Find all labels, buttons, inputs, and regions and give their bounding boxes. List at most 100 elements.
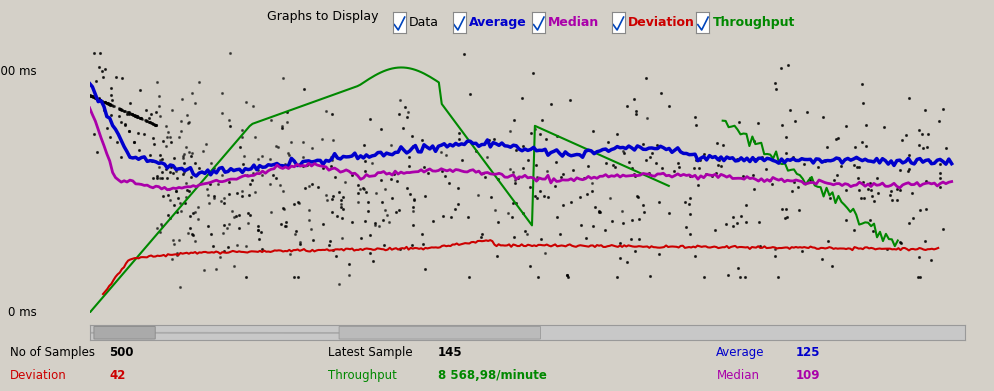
Point: [175, 152, 191, 159]
Point: [100, 101, 116, 107]
Point: [231, 225, 247, 231]
Point: [249, 167, 265, 173]
Text: 42: 42: [109, 369, 125, 382]
Text: 500: 500: [109, 346, 134, 359]
Point: [245, 102, 260, 109]
Point: [391, 111, 407, 117]
Point: [127, 113, 143, 119]
Point: [615, 150, 631, 156]
Point: [328, 213, 344, 219]
Point: [278, 119, 294, 126]
Point: [83, 92, 98, 99]
Point: [213, 197, 229, 204]
Point: [191, 165, 207, 171]
Point: [147, 122, 163, 128]
Point: [704, 173, 720, 179]
Point: [769, 273, 785, 280]
Point: [889, 187, 905, 193]
Point: [129, 114, 145, 120]
Point: [837, 217, 853, 223]
Point: [187, 209, 203, 215]
Point: [507, 147, 523, 153]
Point: [214, 172, 230, 178]
Point: [350, 199, 366, 205]
Point: [232, 144, 248, 150]
Point: [580, 163, 595, 169]
Point: [449, 201, 465, 207]
Point: [352, 185, 368, 192]
Text: 125: 125: [795, 346, 820, 359]
Point: [221, 117, 237, 123]
Point: [101, 101, 117, 108]
Point: [391, 207, 407, 213]
Point: [91, 94, 107, 100]
Point: [717, 221, 733, 227]
Point: [406, 197, 421, 204]
Point: [267, 143, 283, 149]
Point: [155, 193, 171, 199]
Point: [522, 183, 538, 190]
Point: [350, 190, 366, 196]
Point: [379, 212, 395, 218]
Point: [904, 215, 919, 221]
Point: [97, 66, 113, 72]
Point: [357, 158, 373, 164]
Point: [222, 123, 238, 129]
Point: [389, 178, 405, 184]
Point: [335, 194, 351, 201]
Point: [606, 164, 622, 170]
Point: [681, 172, 697, 179]
Point: [132, 115, 148, 121]
Point: [152, 175, 168, 181]
Point: [332, 197, 348, 203]
Point: [165, 170, 181, 177]
Point: [190, 216, 206, 222]
Point: [563, 199, 579, 205]
Point: [147, 122, 163, 128]
Point: [172, 283, 188, 290]
Point: [177, 200, 193, 206]
Point: [527, 126, 543, 133]
Point: [162, 215, 178, 221]
Point: [116, 108, 132, 114]
Point: [134, 116, 150, 122]
Point: [364, 160, 380, 166]
Point: [460, 273, 476, 280]
Point: [270, 144, 286, 150]
Point: [892, 187, 908, 193]
Point: [643, 149, 659, 156]
Point: [271, 182, 287, 188]
Point: [388, 209, 404, 215]
Point: [116, 108, 132, 114]
Point: [324, 247, 340, 253]
Point: [641, 154, 657, 160]
Point: [515, 143, 531, 150]
Point: [502, 128, 518, 134]
Point: [766, 253, 782, 259]
Point: [103, 92, 119, 98]
Point: [301, 183, 317, 189]
Point: [761, 177, 777, 183]
Point: [201, 199, 217, 206]
Point: [169, 252, 185, 258]
Point: [730, 265, 746, 271]
Point: [148, 122, 164, 128]
Point: [101, 101, 117, 107]
Point: [114, 107, 130, 113]
Text: Throughput: Throughput: [328, 369, 397, 382]
Point: [652, 90, 668, 96]
Point: [298, 162, 314, 168]
Point: [88, 95, 104, 101]
Point: [129, 113, 145, 120]
Point: [89, 149, 105, 156]
Point: [82, 92, 97, 99]
Point: [99, 124, 115, 131]
Point: [166, 202, 182, 208]
Point: [900, 95, 915, 101]
Point: [170, 134, 186, 140]
Point: [147, 122, 163, 128]
Point: [323, 196, 339, 202]
Point: [195, 148, 211, 154]
Point: [738, 201, 753, 208]
Point: [571, 194, 586, 200]
